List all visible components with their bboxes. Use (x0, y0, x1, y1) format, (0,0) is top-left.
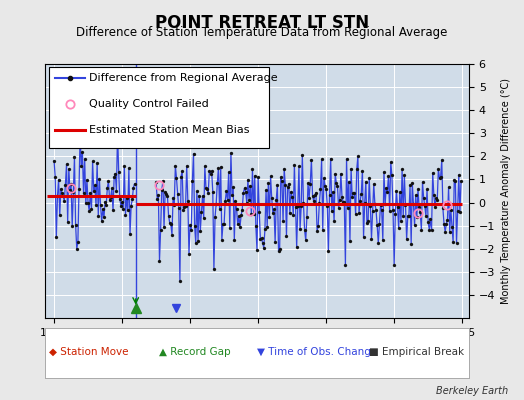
Text: Difference of Station Temperature Data from Regional Average: Difference of Station Temperature Data f… (77, 26, 447, 39)
Text: Difference from Regional Average: Difference from Regional Average (89, 73, 278, 83)
Text: Quality Control Failed: Quality Control Failed (89, 99, 209, 109)
Text: ◆ Station Move: ◆ Station Move (49, 347, 128, 357)
Text: Estimated Station Mean Bias: Estimated Station Mean Bias (89, 125, 249, 135)
Y-axis label: Monthly Temperature Anomaly Difference (°C): Monthly Temperature Anomaly Difference (… (501, 78, 511, 304)
Text: ▼ Time of Obs. Change: ▼ Time of Obs. Change (257, 347, 377, 357)
Text: ■ Empirical Break: ■ Empirical Break (369, 347, 464, 357)
Text: Berkeley Earth: Berkeley Earth (436, 386, 508, 396)
FancyBboxPatch shape (49, 66, 269, 148)
Text: POINT RETREAT LT STN: POINT RETREAT LT STN (155, 14, 369, 32)
Text: ▲ Record Gap: ▲ Record Gap (159, 347, 231, 357)
